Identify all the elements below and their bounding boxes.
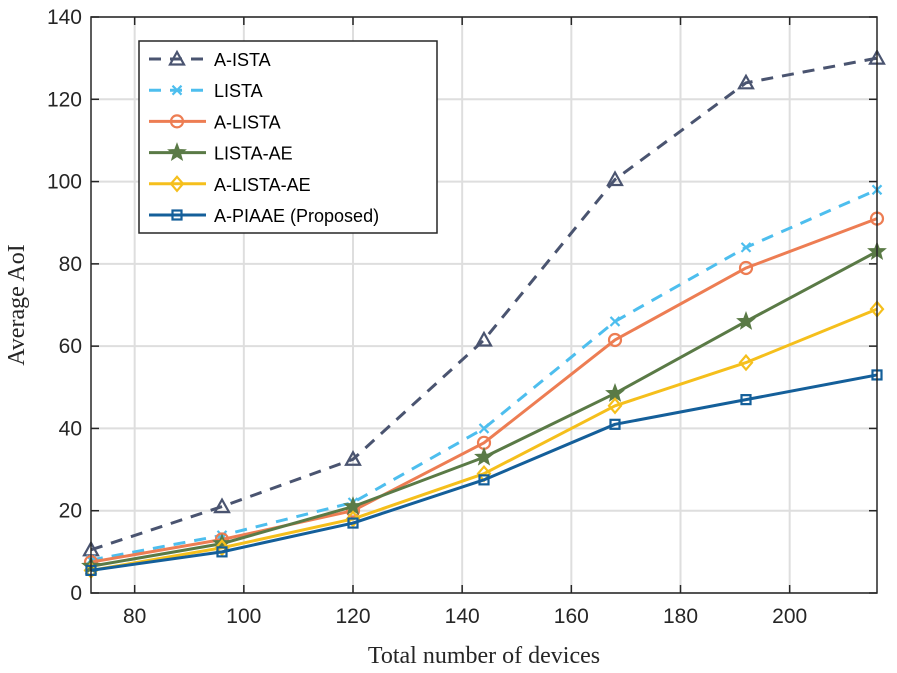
legend-label: A-LISTA-AE bbox=[214, 175, 311, 195]
legend-item: A-LISTA bbox=[149, 112, 281, 132]
x-tick-label: 140 bbox=[445, 605, 480, 628]
ticks: 80 100 120 140 160 180 200 0 20 40 60 80 100 120 140 bbox=[47, 6, 877, 628]
y-tick-label: 120 bbox=[47, 88, 82, 111]
y-tick-label: 20 bbox=[59, 500, 82, 523]
y-tick-label: 0 bbox=[70, 582, 82, 605]
y-tick-label: 140 bbox=[47, 6, 82, 29]
data-point bbox=[737, 73, 755, 90]
legend-marker bbox=[169, 114, 185, 129]
data-point bbox=[609, 418, 621, 430]
data-point bbox=[213, 497, 231, 514]
legend-marker bbox=[169, 175, 185, 193]
data-point bbox=[214, 539, 230, 557]
plot-frame bbox=[90, 16, 878, 594]
data-point bbox=[740, 394, 752, 406]
data-point bbox=[609, 316, 621, 327]
legend-label: LISTA bbox=[214, 81, 263, 101]
legend-label: A-PIAAE (Proposed) bbox=[214, 206, 379, 226]
y-tick-label: 40 bbox=[59, 417, 82, 440]
data-point bbox=[606, 170, 624, 187]
data-point bbox=[736, 311, 756, 330]
data-point bbox=[475, 330, 493, 347]
series-a-ista bbox=[82, 48, 886, 557]
legend-item: A-LISTA-AE bbox=[149, 175, 311, 195]
x-tick-label: 100 bbox=[226, 605, 261, 628]
x-tick-label: 80 bbox=[123, 605, 146, 628]
data-point bbox=[607, 397, 623, 415]
legend-marker bbox=[168, 49, 186, 66]
legend-label: A-ISTA bbox=[214, 50, 271, 70]
series-line bbox=[90, 56, 878, 552]
legend-box bbox=[138, 40, 438, 234]
legend-item: LISTA-AE bbox=[149, 142, 293, 164]
data-point bbox=[738, 353, 754, 372]
y-axis-label: Average AoI bbox=[4, 244, 30, 366]
x-tick-label: 180 bbox=[663, 605, 698, 628]
data-point bbox=[478, 474, 490, 486]
legend-marker bbox=[171, 84, 183, 96]
x-tick-label: 200 bbox=[772, 605, 807, 628]
data-point bbox=[216, 546, 228, 558]
series-layer bbox=[81, 48, 887, 580]
y-tick-label: 100 bbox=[47, 171, 82, 194]
data-point bbox=[474, 446, 494, 466]
legend-marker bbox=[171, 209, 183, 221]
series-line bbox=[90, 373, 878, 572]
data-point bbox=[738, 260, 754, 276]
legend-label: LISTA-AE bbox=[214, 144, 293, 164]
data-point bbox=[607, 332, 623, 348]
legend-item: A-ISTA bbox=[149, 49, 271, 70]
legend-item: LISTA bbox=[149, 81, 263, 101]
legend-label: A-LISTA bbox=[214, 112, 281, 132]
x-tick-label: 120 bbox=[335, 605, 370, 628]
data-point bbox=[344, 450, 362, 466]
data-point bbox=[347, 517, 359, 529]
data-point bbox=[478, 423, 490, 434]
legend-item: A-PIAAE (Proposed) bbox=[149, 206, 379, 226]
legend-marker bbox=[167, 142, 187, 162]
data-point bbox=[740, 242, 752, 253]
data-point bbox=[345, 510, 361, 528]
y-tick-label: 60 bbox=[59, 335, 82, 358]
x-tick-label: 160 bbox=[554, 605, 589, 628]
y-tick-label: 80 bbox=[59, 253, 82, 276]
x-axis-label: Total number of devices bbox=[368, 643, 600, 669]
legend: A-ISTA LISTA A-LISTA LISTA-AE A-LISTA-AE A-PI… bbox=[138, 40, 438, 234]
